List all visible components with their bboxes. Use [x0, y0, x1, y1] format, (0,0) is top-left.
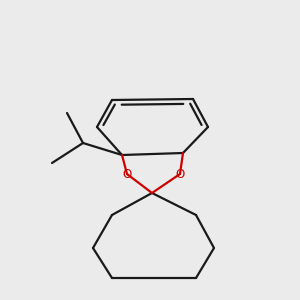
Text: O: O [176, 167, 184, 181]
Text: O: O [122, 167, 132, 181]
